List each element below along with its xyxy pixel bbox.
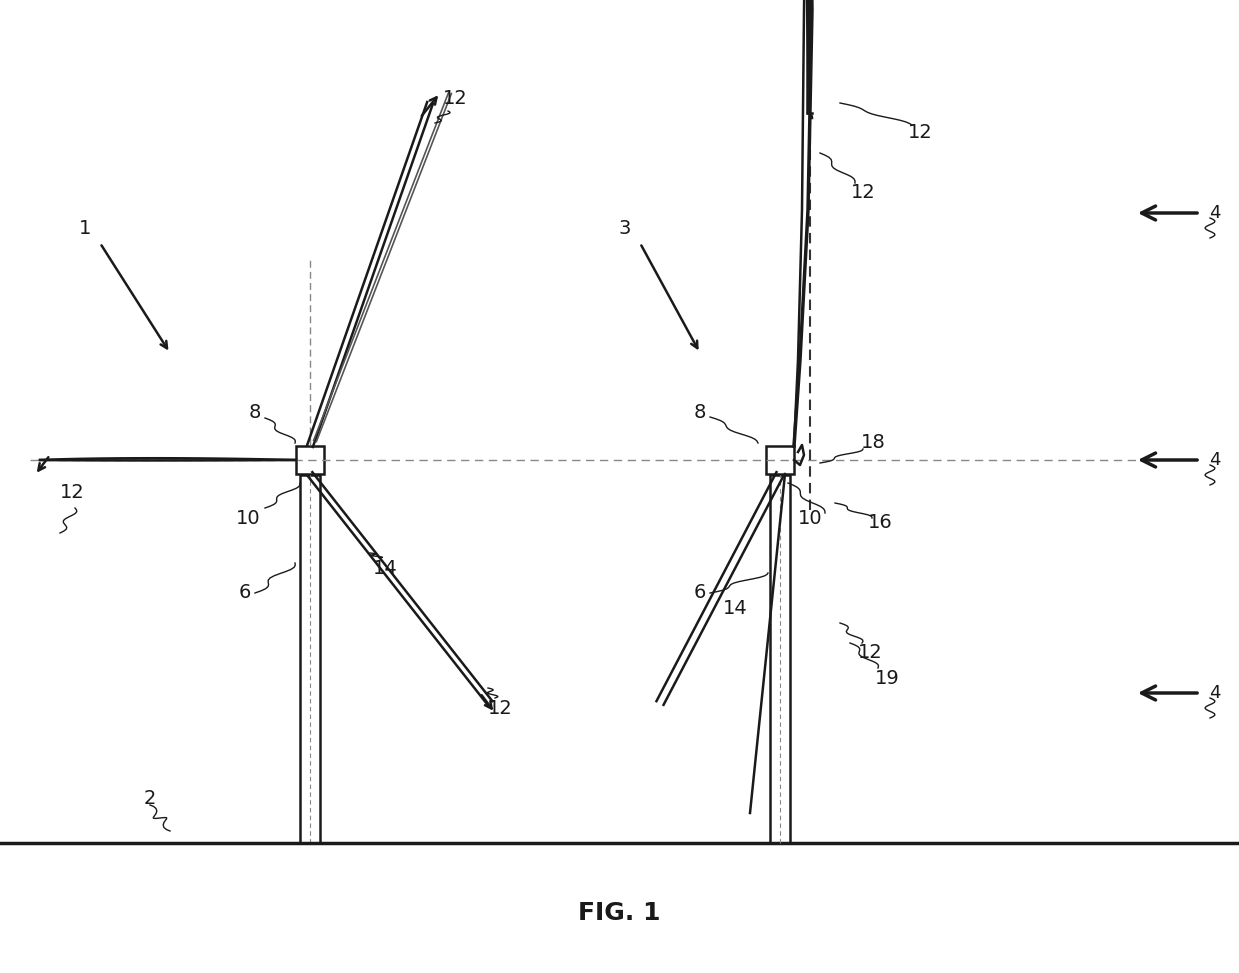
Text: 16: 16 bbox=[867, 514, 892, 532]
Text: 8: 8 bbox=[249, 404, 261, 422]
Text: 10: 10 bbox=[235, 509, 260, 527]
Text: 4: 4 bbox=[1209, 451, 1220, 469]
Text: 2: 2 bbox=[144, 788, 156, 808]
Text: 8: 8 bbox=[694, 404, 706, 422]
Text: 19: 19 bbox=[875, 668, 900, 688]
Text: 3: 3 bbox=[618, 219, 631, 237]
Text: 1: 1 bbox=[79, 219, 92, 237]
Text: 10: 10 bbox=[798, 509, 823, 527]
Text: 12: 12 bbox=[857, 643, 882, 663]
Text: 12: 12 bbox=[488, 699, 513, 717]
Text: 12: 12 bbox=[908, 124, 933, 142]
Text: 18: 18 bbox=[861, 434, 886, 452]
Text: 4: 4 bbox=[1209, 684, 1220, 702]
Bar bbox=[300, 475, 320, 843]
Text: 6: 6 bbox=[694, 584, 706, 602]
Text: 12: 12 bbox=[851, 184, 876, 202]
Text: 14: 14 bbox=[722, 598, 747, 618]
Bar bbox=[769, 475, 790, 843]
Text: FIG. 1: FIG. 1 bbox=[577, 901, 660, 925]
Text: 6: 6 bbox=[239, 584, 252, 602]
Text: 14: 14 bbox=[373, 559, 398, 578]
Bar bbox=[296, 446, 325, 474]
Text: 12: 12 bbox=[442, 89, 467, 107]
Bar bbox=[766, 446, 794, 474]
Text: 12: 12 bbox=[59, 484, 84, 502]
Text: 4: 4 bbox=[1209, 204, 1220, 222]
